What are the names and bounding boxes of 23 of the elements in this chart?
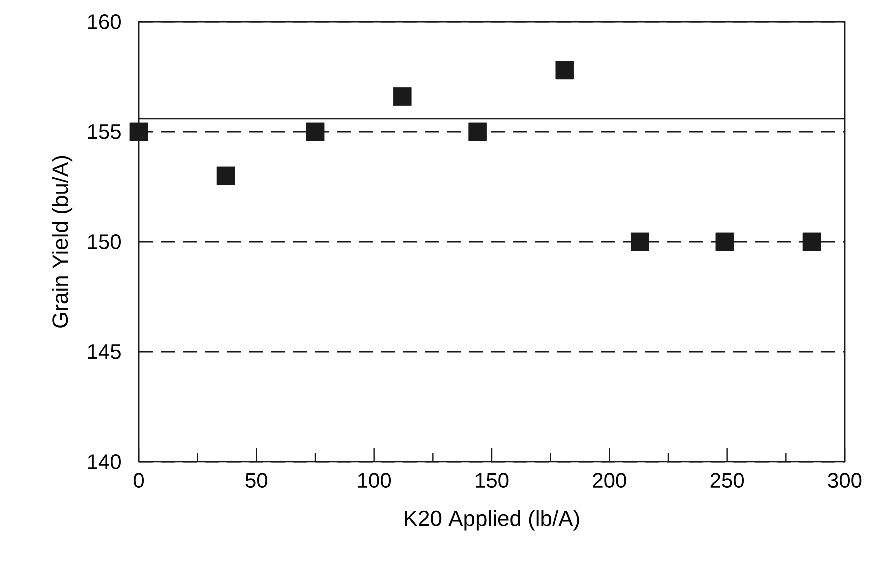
x-tick-label: 200 — [593, 473, 626, 488]
point — [802, 232, 822, 252]
x-tick-label: 300 — [828, 473, 862, 488]
point — [130, 122, 148, 142]
x-tick-label: 50 — [246, 473, 268, 488]
y-axis-title: Grain Yield (bu/A) — [52, 156, 73, 328]
point — [393, 88, 412, 106]
x-axis-title: K20 Applied (lb/A) — [405, 510, 580, 531]
y-tick-label: 155 — [88, 124, 121, 140]
x-tick-label: 0 — [134, 473, 144, 488]
y-tick-label: 160 — [88, 14, 121, 30]
point — [468, 122, 488, 142]
x-tick-label: 100 — [358, 473, 392, 488]
point — [631, 232, 650, 252]
x-tick-label: 150 — [476, 473, 509, 488]
point — [306, 122, 325, 142]
y-tick-label: 140 — [88, 454, 121, 470]
x-tick-label: 250 — [710, 473, 744, 488]
point — [716, 232, 734, 252]
point — [216, 166, 236, 186]
point — [556, 61, 574, 80]
y-tick-label: 150 — [88, 234, 121, 250]
y-tick-label: 145 — [88, 344, 121, 360]
